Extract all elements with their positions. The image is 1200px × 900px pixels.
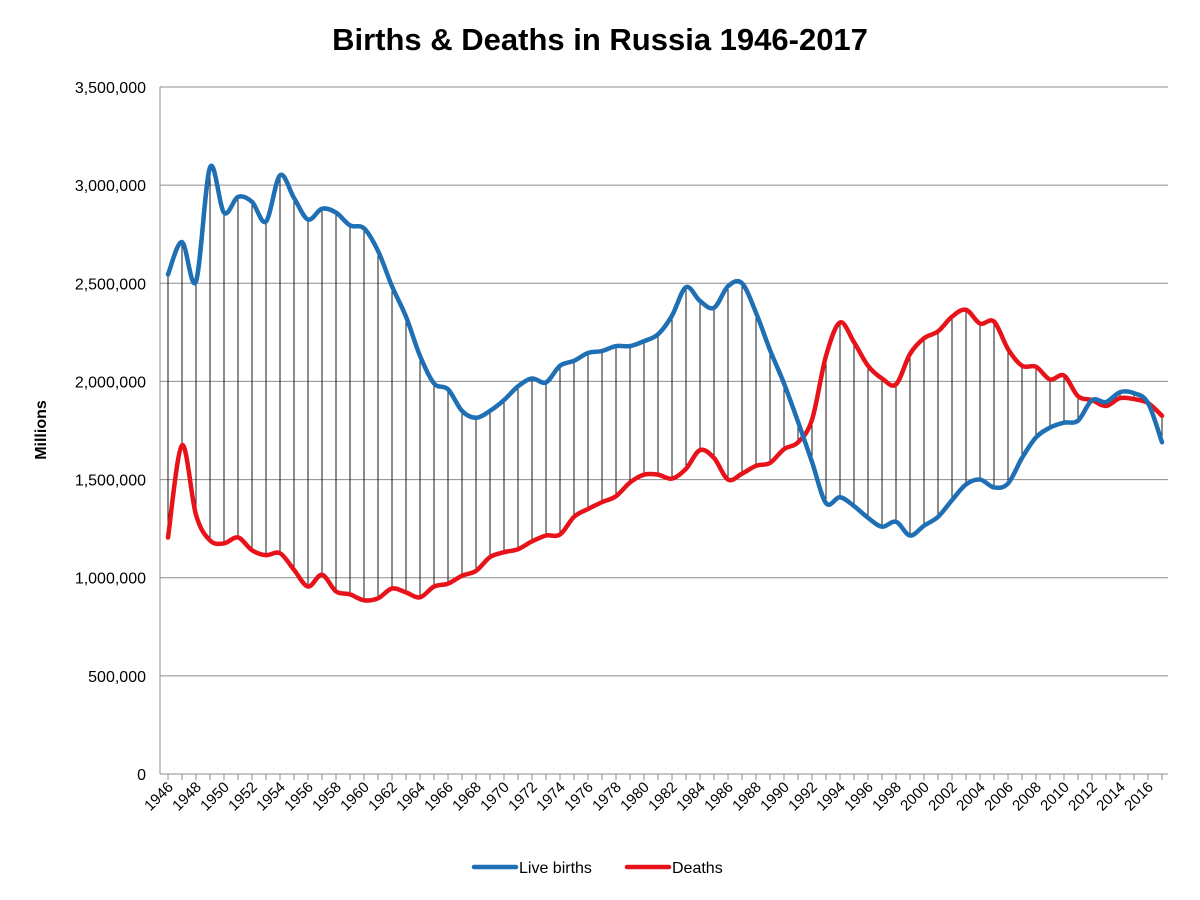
difference-hatch-lines	[167, 167, 1163, 601]
y-axis-label: Millions	[33, 400, 50, 460]
live-births-line	[165, 163, 1165, 538]
legend-label-deaths: Deaths	[672, 860, 723, 877]
deaths-line	[165, 307, 1165, 603]
y-tick-label: 3,500,000	[75, 80, 146, 97]
y-tick-label: 1,500,000	[75, 473, 146, 490]
y-tick-label: 500,000	[88, 669, 146, 686]
y-tick-label: 1,000,000	[75, 571, 146, 588]
y-tick-label: 3,000,000	[75, 178, 146, 195]
y-axis-ticks: 0 500,000 1,000,000 1,500,000 2,000,000 2,500…	[75, 80, 146, 784]
series-lines	[165, 163, 1165, 603]
y-tick-label: 2,000,000	[75, 374, 146, 391]
y-tick-label: 0	[137, 767, 146, 784]
legend-label-live-births: Live births	[519, 860, 592, 877]
legend: Live births Deaths	[471, 860, 723, 877]
chart-title: Births & Deaths in Russia 1946-2017	[332, 22, 868, 57]
y-tick-label: 2,500,000	[75, 276, 146, 293]
